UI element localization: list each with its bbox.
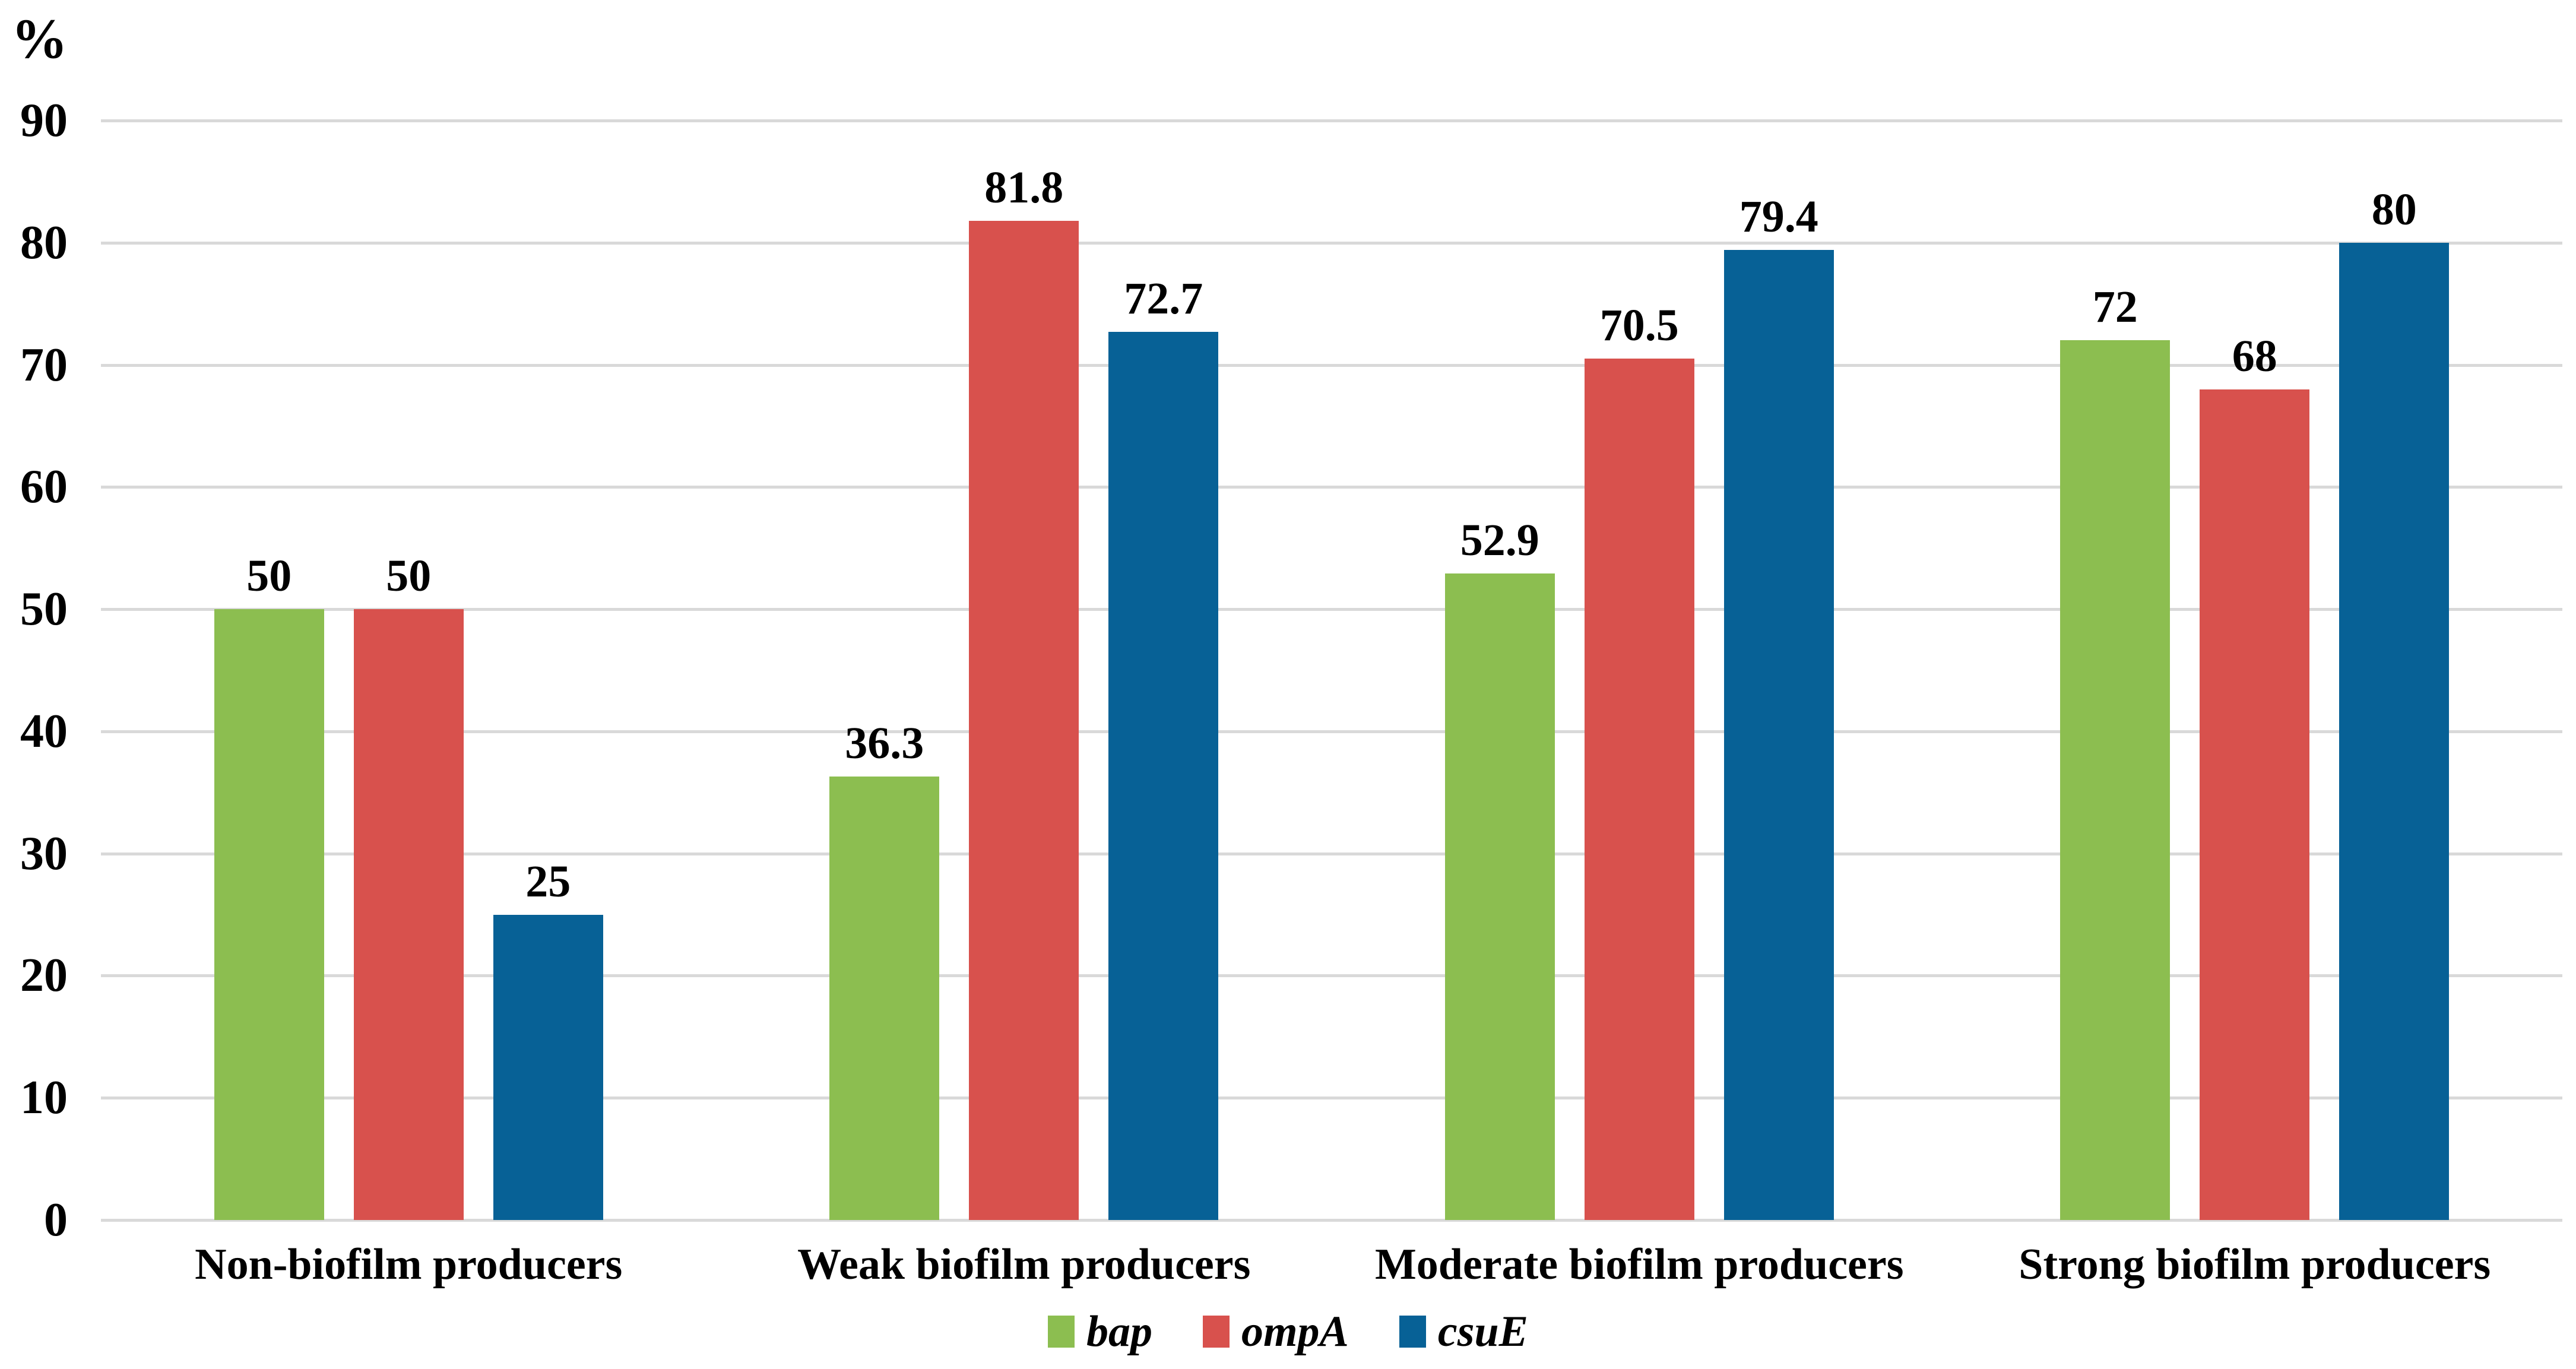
gridline xyxy=(101,730,2562,733)
gridline xyxy=(101,608,2562,611)
gridline xyxy=(101,852,2562,855)
bar-value-label: 68 xyxy=(2232,331,2277,381)
y-tick-label: 70 xyxy=(20,338,68,391)
bar-value-label: 72.7 xyxy=(1124,274,1203,324)
bar-group: 72 68 80 xyxy=(1947,121,2563,1220)
plot-area: 50 50 25 36.3 81.8 72.7 52.9 70.5 79.4 72 68 80 xyxy=(101,119,2562,1222)
y-tick-label: 90 xyxy=(20,94,68,147)
gridline xyxy=(101,974,2562,978)
bar-group: 52.9 70.5 79.4 xyxy=(1332,121,1947,1220)
legend-item-csuE: csuE xyxy=(1399,1310,1528,1354)
bar-value-label: 25 xyxy=(525,856,571,907)
bar-group: 50 50 25 xyxy=(101,121,717,1220)
bar-group: 36.3 81.8 72.7 xyxy=(717,121,1332,1220)
y-tick-label: 30 xyxy=(20,827,68,880)
legend-label: ompA xyxy=(1241,1307,1349,1356)
category-label: Moderate biofilm producers xyxy=(1374,1240,1904,1289)
legend-item-bap: bap xyxy=(1047,1307,1152,1356)
category-label: Non-biofilm producers xyxy=(195,1240,623,1289)
legend-label: bap xyxy=(1086,1307,1152,1356)
y-axis-unit-label: % xyxy=(11,7,68,70)
legend-item-ompA: ompA xyxy=(1202,1307,1349,1356)
y-tick-label: 10 xyxy=(20,1072,68,1124)
bar-value-label: 81.8 xyxy=(984,162,1064,213)
gridline xyxy=(101,119,2562,122)
legend-swatch xyxy=(1399,1316,1426,1348)
bar-bap: 52.9 xyxy=(1444,518,1555,1220)
legend-label: csuE xyxy=(1437,1307,1529,1356)
legend: bap ompA csuE xyxy=(0,1310,2576,1354)
bar-value-label: 72 xyxy=(2092,282,2138,332)
bar-value-label: 80 xyxy=(2371,184,2417,234)
bar-value-label: 79.4 xyxy=(1739,192,1818,242)
bar-groups: 50 50 25 36.3 81.8 72.7 52.9 70.5 79.4 72 68 80 xyxy=(101,121,2562,1220)
bar-ompA: 68 xyxy=(2200,334,2310,1220)
y-tick-label: 50 xyxy=(20,583,68,636)
legend-swatch xyxy=(1202,1316,1230,1348)
y-tick-label: 40 xyxy=(20,705,68,758)
bar-value-label: 50 xyxy=(246,551,292,601)
legend-swatch xyxy=(1047,1316,1075,1348)
category-label: Weak biofilm producers xyxy=(797,1240,1251,1289)
gridline xyxy=(101,363,2562,367)
gridline xyxy=(101,241,2562,245)
y-tick-label: 60 xyxy=(20,461,68,514)
bar-ompA: 70.5 xyxy=(1584,303,1694,1220)
bar-value-label: 52.9 xyxy=(1460,515,1539,566)
bar-bap: 36.3 xyxy=(829,721,940,1220)
gridline xyxy=(101,1219,2562,1222)
bar-value-label: 36.3 xyxy=(845,718,924,769)
y-tick-label: 20 xyxy=(20,949,68,1002)
gridline xyxy=(101,486,2562,489)
x-axis-category-labels: Non-biofilm producers Weak biofilm produc… xyxy=(101,1240,2562,1289)
bar-ompA: 81.8 xyxy=(969,165,1079,1220)
bar-csuE: 72.7 xyxy=(1108,276,1219,1220)
y-tick-label: 80 xyxy=(20,216,68,269)
y-tick-label: 0 xyxy=(44,1194,68,1246)
bar-bap: 72 xyxy=(2060,284,2171,1220)
gridline xyxy=(101,1097,2562,1100)
bar-ompA: 50 xyxy=(353,553,464,1220)
bar-csuE: 80 xyxy=(2339,187,2450,1220)
bar-value-label: 70.5 xyxy=(1599,300,1679,351)
bar-csuE: 25 xyxy=(493,859,603,1220)
category-label: Strong biofilm producers xyxy=(2019,1240,2491,1289)
bar-value-label: 50 xyxy=(386,551,432,601)
bar-csuE: 79.4 xyxy=(1723,194,1834,1220)
bar-bap: 50 xyxy=(214,553,324,1220)
